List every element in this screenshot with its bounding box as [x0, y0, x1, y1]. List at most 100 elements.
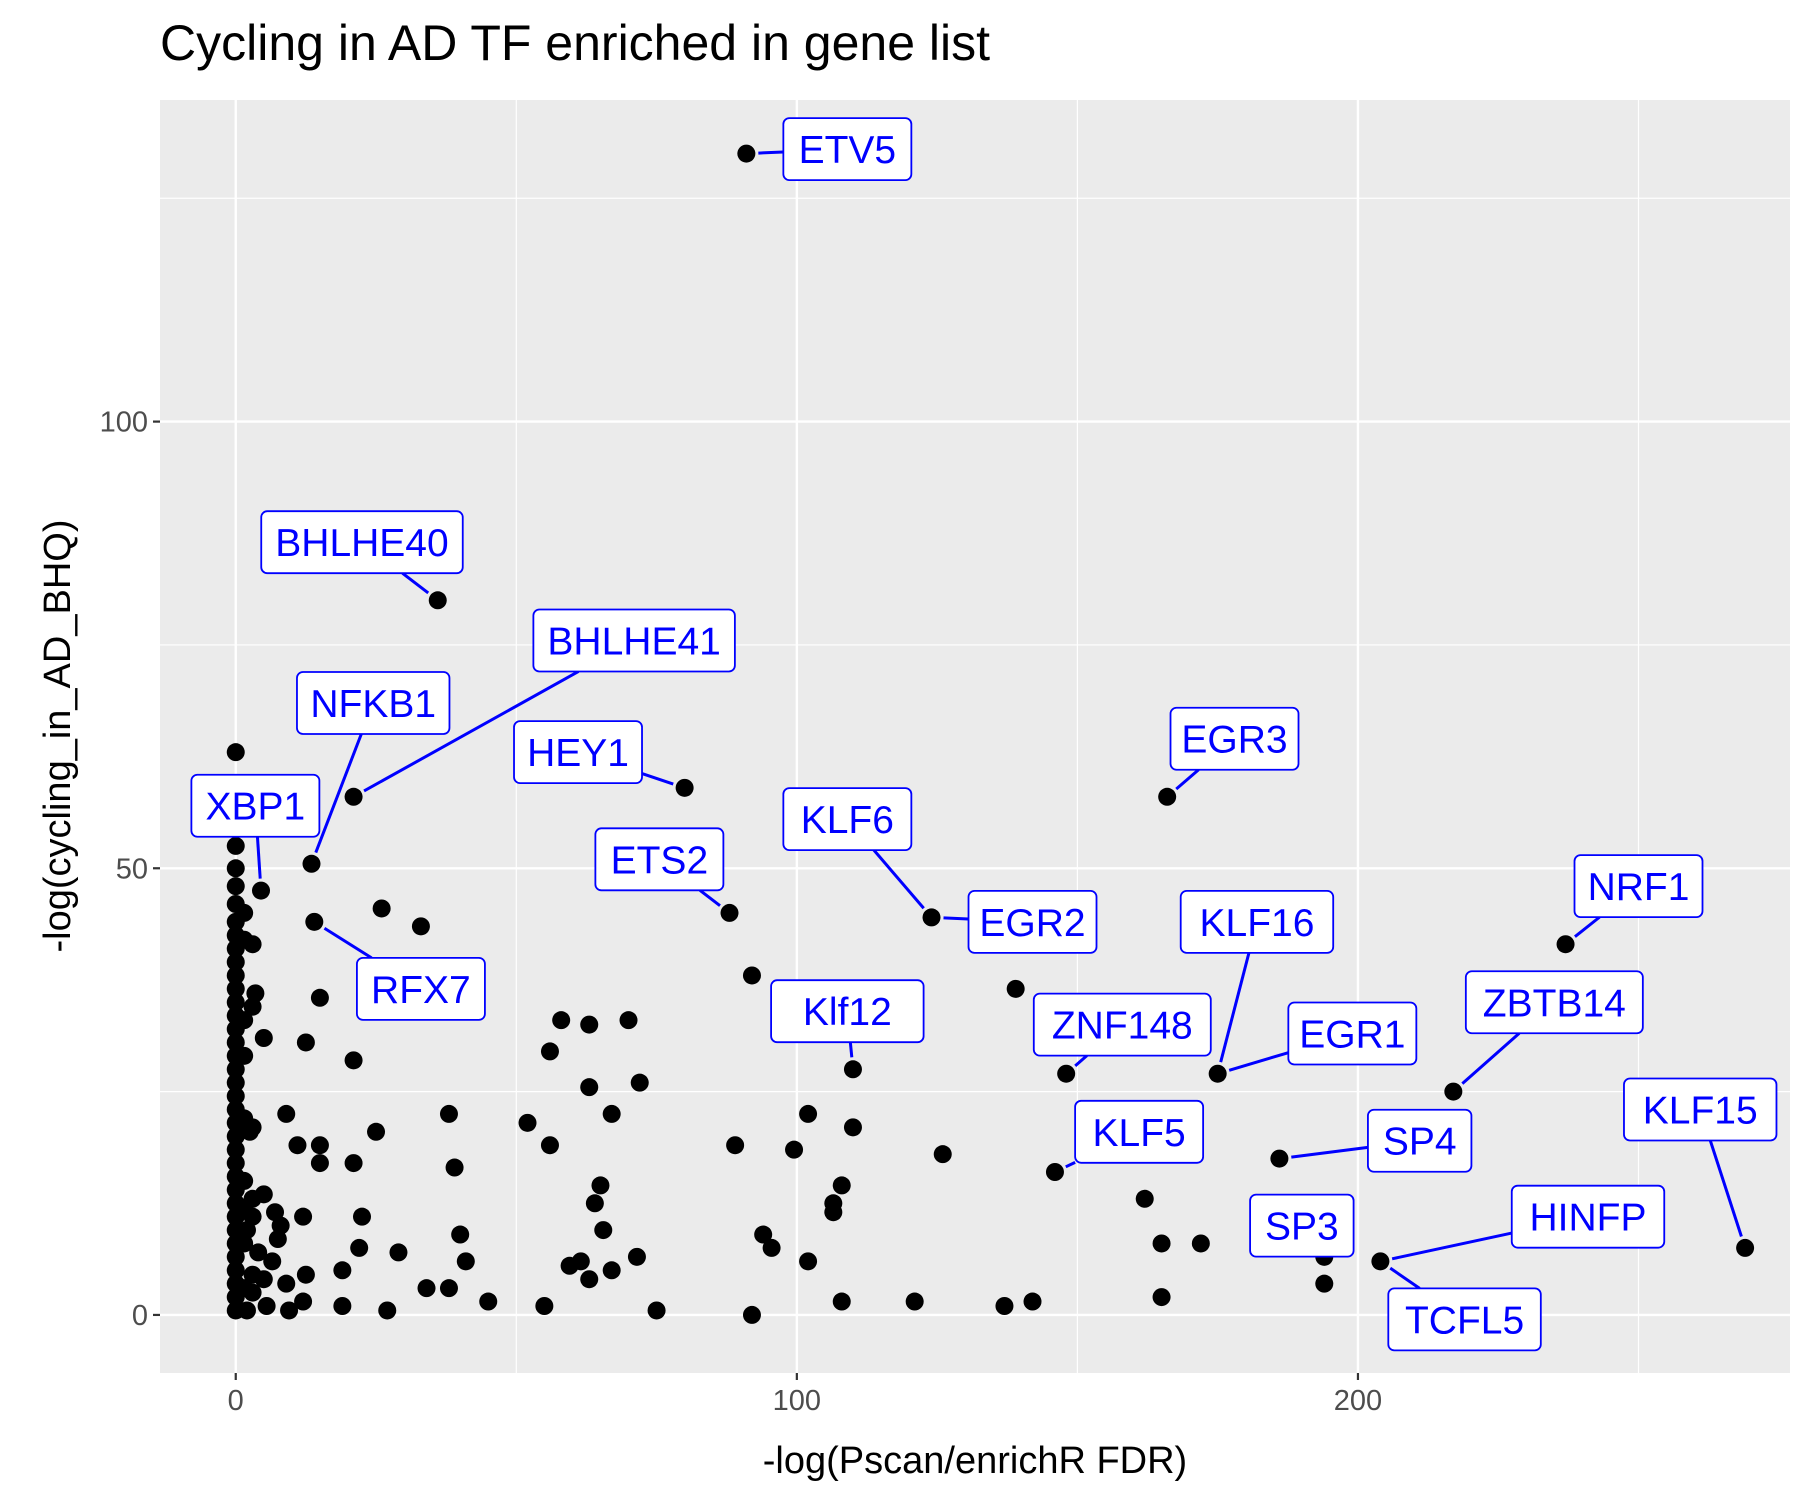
data-point [310, 1154, 329, 1173]
point-label: SP3 [1265, 1206, 1339, 1249]
data-points [226, 144, 1755, 1324]
point-label-box [1179, 889, 1335, 954]
data-point [226, 979, 245, 998]
point-label-box [1367, 1108, 1473, 1173]
y-tick-label: 100 [100, 407, 148, 439]
label-leader-line [1065, 1161, 1076, 1169]
plot-panel [160, 100, 1790, 1373]
point-label-box [1464, 970, 1644, 1035]
data-point [479, 1292, 498, 1311]
data-point [257, 1297, 276, 1315]
data-point [1158, 787, 1177, 806]
point-label: EGR1 [1299, 1014, 1405, 1057]
data-point [226, 859, 245, 878]
data-point [389, 1243, 408, 1262]
point-label-box [1387, 1287, 1542, 1352]
point-label-box [1032, 992, 1212, 1057]
point-label: XBP1 [206, 786, 306, 829]
data-point [243, 1189, 262, 1208]
data-point [263, 1252, 282, 1271]
minor-gridlines [160, 100, 1790, 1373]
label-leader-line [1574, 915, 1601, 938]
label-leader-line [1391, 1231, 1513, 1261]
point-label: ZNF148 [1052, 1005, 1193, 1048]
data-point [451, 1225, 470, 1244]
axis-ticks: 0 100 200 0 50 100 [100, 407, 1383, 1417]
point-label: BHLHE41 [547, 620, 720, 663]
label-leader-line [1175, 768, 1200, 791]
data-point [1315, 1274, 1334, 1293]
point-label-box [1169, 706, 1300, 771]
y-tick-label: 0 [132, 1300, 148, 1332]
point-label: KLF6 [801, 799, 894, 842]
point-label-box [967, 889, 1098, 954]
data-point [720, 903, 739, 922]
data-point [226, 1154, 245, 1173]
data-point [428, 591, 447, 610]
data-point [922, 908, 941, 927]
data-point [226, 1301, 245, 1320]
point-label-box [1249, 1193, 1355, 1258]
point-label-box [782, 117, 913, 182]
data-point [249, 1243, 268, 1262]
point-label-box [296, 671, 451, 735]
data-point [226, 1140, 245, 1159]
data-point [762, 1238, 781, 1257]
label-leader-line [1074, 1054, 1088, 1067]
data-point [333, 1297, 352, 1315]
data-point [251, 881, 270, 900]
x-tick-label: 200 [1334, 1385, 1382, 1417]
label-leader-line [943, 916, 969, 921]
x-tick-label: 0 [228, 1385, 244, 1417]
label-leader-line [1708, 1140, 1743, 1237]
point-label: HINFP [1530, 1197, 1647, 1240]
data-point [726, 1136, 745, 1155]
data-point [799, 1104, 818, 1123]
data-point [288, 1136, 307, 1155]
label-leader-line [758, 150, 784, 155]
label-leader-line [1228, 1051, 1289, 1072]
data-point [580, 1078, 599, 1097]
point-label: TCFL5 [1405, 1299, 1524, 1342]
data-point [344, 1051, 363, 1070]
data-point [580, 1015, 599, 1034]
point-label: NFKB1 [310, 683, 436, 726]
data-point [271, 1216, 290, 1235]
data-point [378, 1301, 397, 1320]
data-point [310, 1136, 329, 1155]
data-point [243, 1265, 262, 1284]
y-tick-label: 50 [116, 853, 148, 885]
point-label-box [1573, 854, 1704, 919]
data-point [226, 1261, 245, 1280]
point-label: HEY1 [527, 732, 629, 775]
data-point [226, 1033, 245, 1052]
data-point [235, 1046, 254, 1065]
point-label: NRF1 [1588, 866, 1690, 909]
data-point [243, 1118, 262, 1137]
data-point [1208, 1064, 1227, 1083]
data-point [296, 1265, 315, 1284]
data-point [552, 1011, 571, 1030]
label-leader-line [401, 572, 430, 595]
point-label-box [1510, 1184, 1666, 1249]
point-label: ETV5 [799, 129, 897, 172]
point-label: EGR3 [1181, 719, 1287, 762]
data-point [439, 1104, 458, 1123]
data-point [540, 1042, 559, 1061]
data-point [1045, 1163, 1064, 1181]
data-point [235, 1011, 254, 1030]
label-leader-line [323, 926, 373, 960]
data-point [226, 1060, 245, 1079]
data-point [280, 1301, 299, 1320]
point-label: RFX7 [371, 969, 471, 1012]
data-point [619, 1011, 638, 1030]
data-point [226, 743, 245, 762]
label-leader-line [314, 733, 363, 854]
point-label: EGR2 [979, 902, 1085, 945]
data-point [742, 1305, 761, 1324]
data-point [254, 1029, 273, 1047]
data-point [226, 953, 245, 972]
data-point [843, 1118, 862, 1137]
data-point [226, 1127, 245, 1146]
